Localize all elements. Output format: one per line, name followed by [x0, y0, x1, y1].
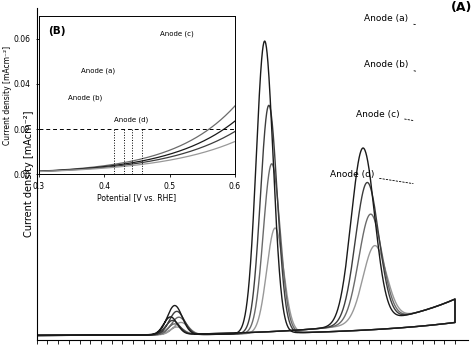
- Text: Anode (a): Anode (a): [364, 14, 416, 25]
- Y-axis label: Current density [mAcm⁻²]: Current density [mAcm⁻²]: [24, 111, 34, 237]
- Text: (A): (A): [450, 1, 472, 15]
- Text: Anode (c): Anode (c): [356, 110, 413, 120]
- Text: Anode (b): Anode (b): [364, 60, 416, 71]
- Text: Anode (d): Anode (d): [329, 170, 413, 184]
